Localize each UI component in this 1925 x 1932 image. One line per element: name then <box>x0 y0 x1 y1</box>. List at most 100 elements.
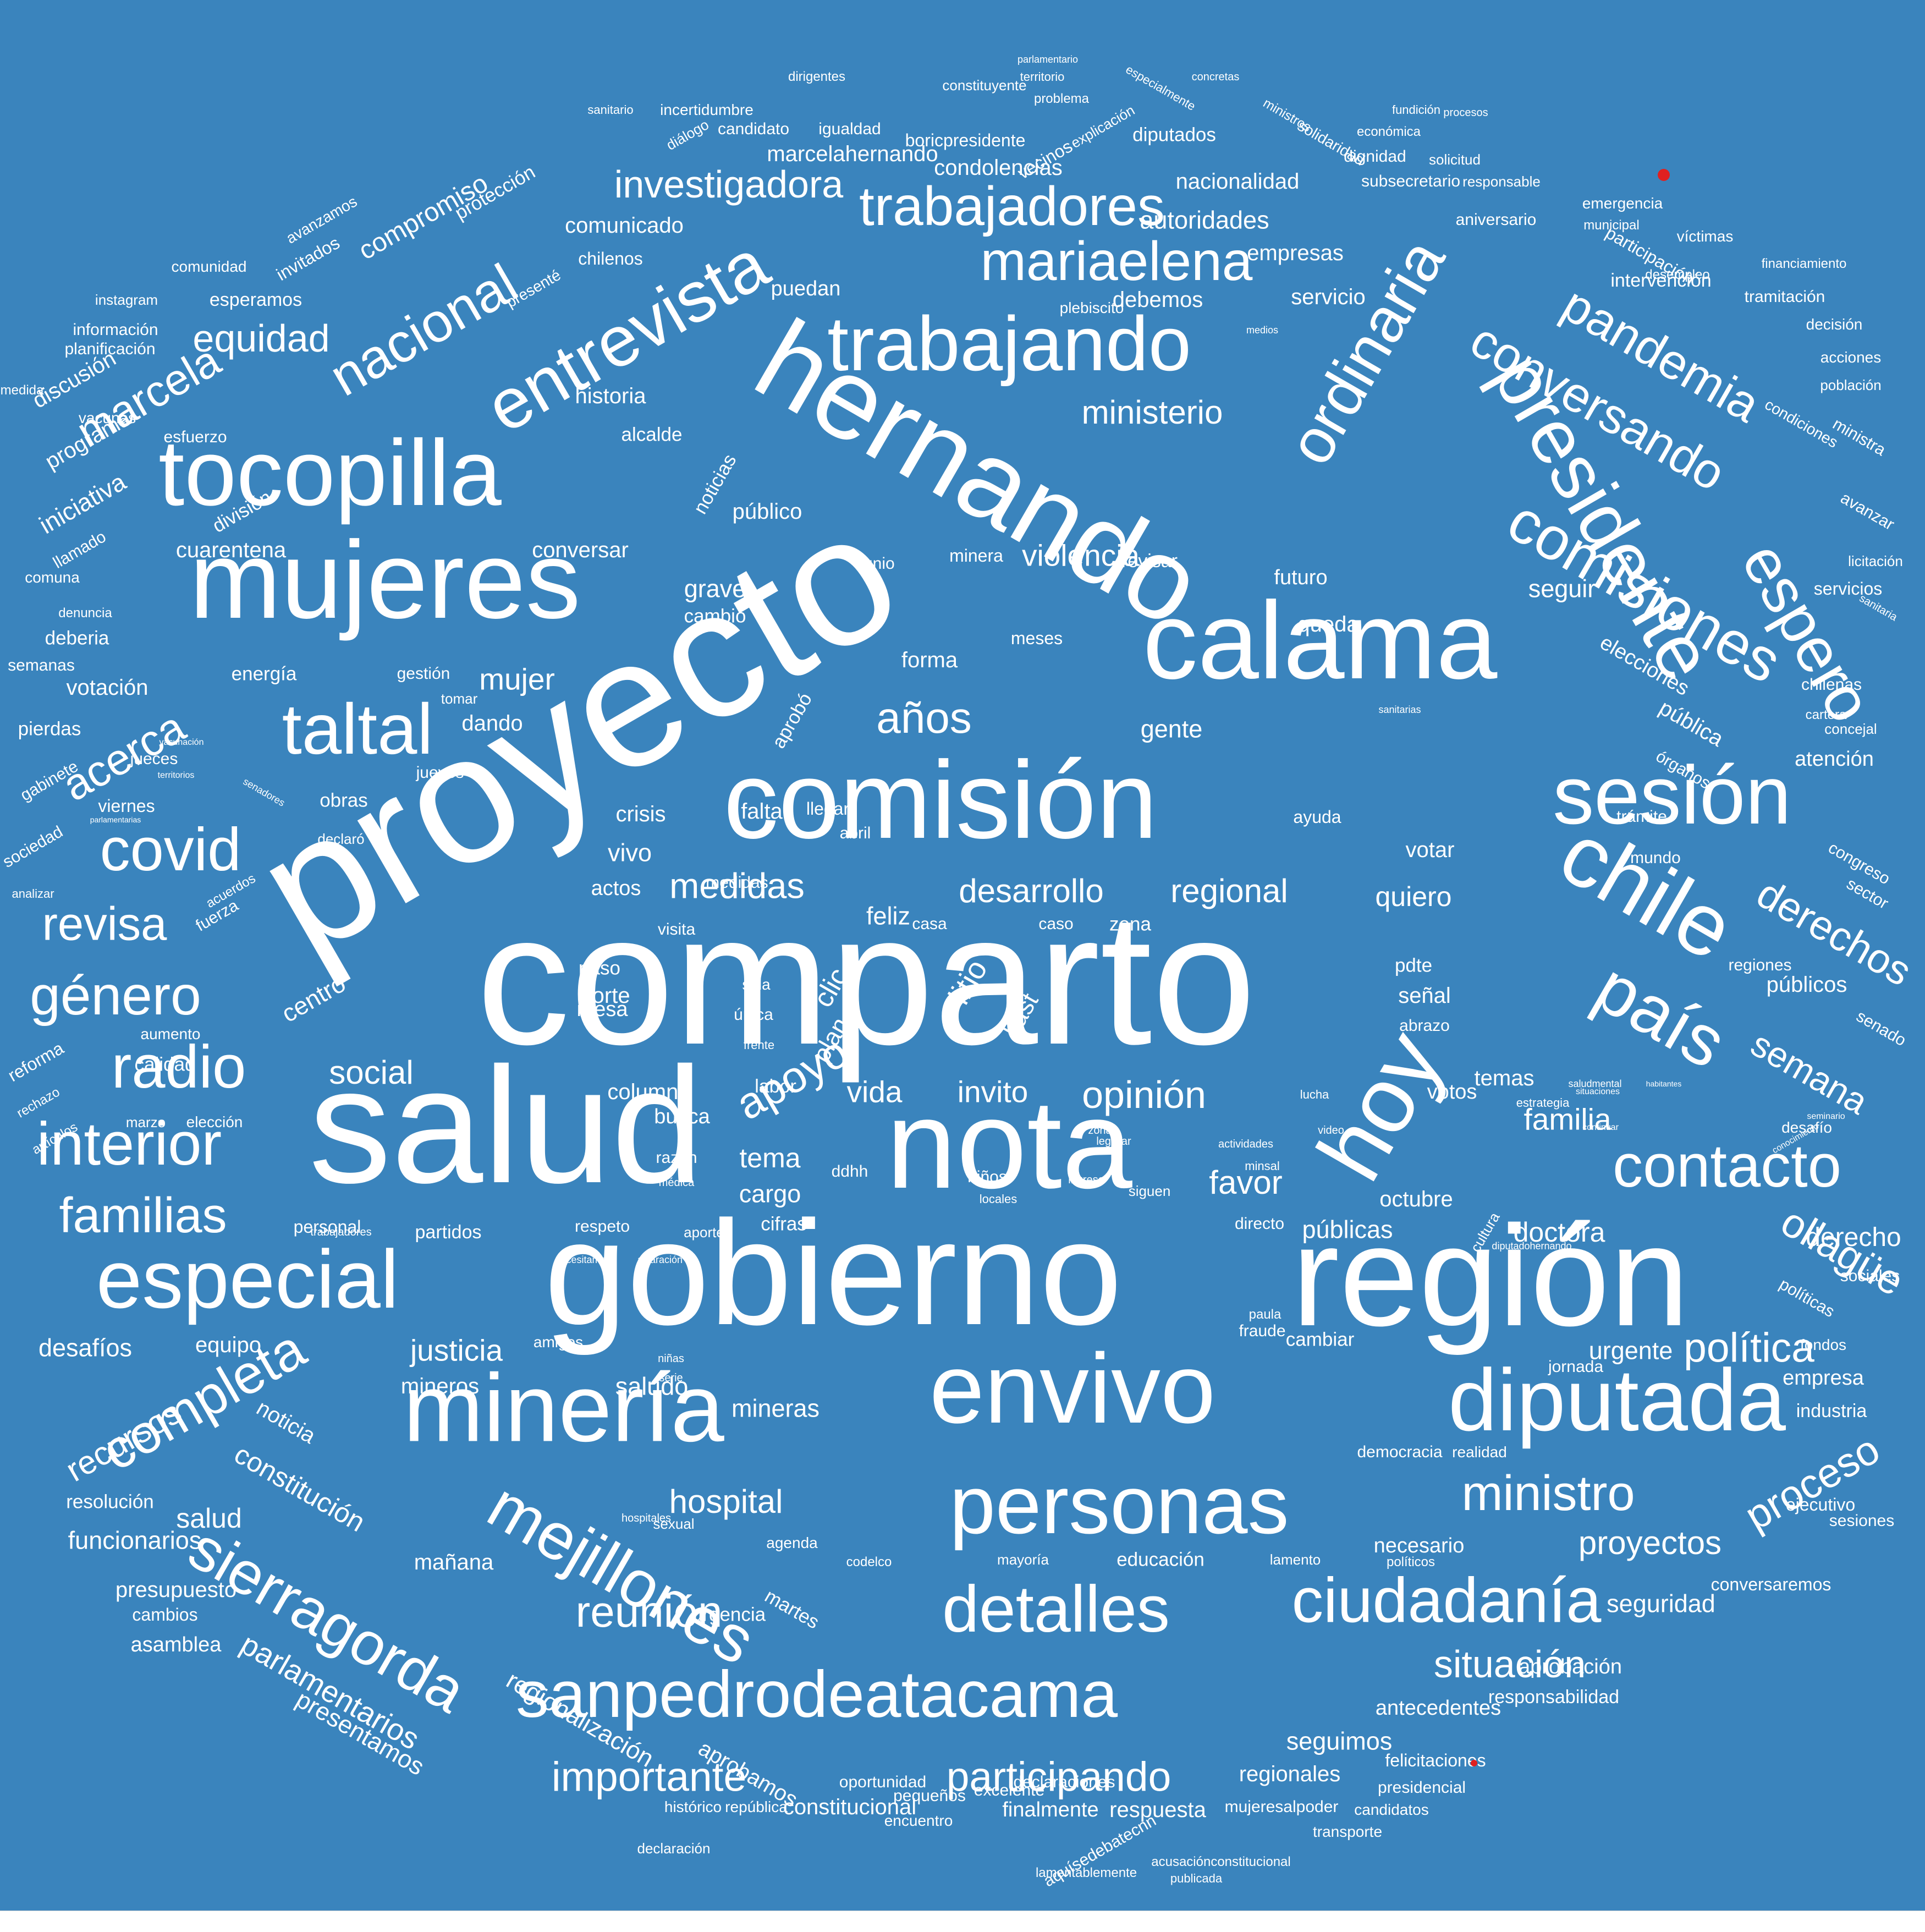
word: única <box>734 1006 773 1024</box>
word: gobierno <box>544 1190 1123 1356</box>
word: nacionalidad <box>1175 169 1300 194</box>
word: minera <box>949 546 1003 566</box>
word: comunicado <box>565 213 684 238</box>
word: país <box>1582 946 1740 1084</box>
word: comparto <box>476 875 1256 1084</box>
word: urgente <box>1588 1336 1673 1365</box>
word: semanas <box>8 656 75 674</box>
word: estrategia <box>1516 1096 1570 1110</box>
word: sanitarias <box>1378 704 1421 715</box>
word: desafíos <box>38 1333 133 1362</box>
word: mujer <box>479 662 555 696</box>
word: queda <box>1297 612 1359 636</box>
word: actividades <box>1218 1138 1274 1150</box>
word: social <box>329 1054 414 1091</box>
word: conversaremos <box>1711 1574 1832 1594</box>
word: ejecutivo <box>1785 1495 1856 1514</box>
word: acciones <box>1820 349 1882 366</box>
word: género <box>30 965 201 1027</box>
word: vacunas <box>78 409 136 426</box>
word: histórico <box>664 1798 722 1815</box>
word: hospitales <box>621 1512 672 1524</box>
word: salud <box>309 1033 703 1217</box>
word: mundo <box>1630 849 1681 867</box>
word: pdte <box>1394 954 1433 976</box>
word: detalles <box>942 1572 1170 1646</box>
word: viernes <box>98 796 155 816</box>
word: trabajando <box>827 300 1191 387</box>
word: concejal <box>1824 721 1877 737</box>
word: reunión <box>575 1587 723 1636</box>
word: finalmente <box>1002 1798 1099 1821</box>
word: zonas <box>1088 1124 1118 1137</box>
word: contacto <box>1613 1132 1841 1200</box>
word: deberia <box>45 627 109 649</box>
word: debemos <box>1112 288 1203 312</box>
word: caso <box>1038 915 1074 933</box>
word: resolución <box>66 1491 154 1513</box>
word: empresas <box>1247 241 1344 265</box>
word: niños <box>967 1168 1007 1186</box>
word: candidatos <box>1354 1801 1429 1818</box>
word: comuna <box>25 569 80 586</box>
word: acusaciónconstitucional <box>1151 1854 1291 1869</box>
word: actos <box>591 877 641 900</box>
word: labor <box>755 1076 796 1097</box>
word: hoy <box>1297 1014 1464 1198</box>
word: plebiscito <box>1059 299 1124 316</box>
word: minería <box>403 1354 724 1462</box>
word: equipo <box>195 1333 262 1357</box>
word: calidad <box>134 1053 196 1075</box>
word: desempleo <box>1645 267 1710 282</box>
word: población <box>1820 377 1882 393</box>
word: paula <box>1248 1307 1282 1322</box>
word: regional <box>1170 872 1288 909</box>
word: seguimos <box>1286 1727 1393 1755</box>
word: diálogo <box>663 116 712 153</box>
word: trámite <box>1616 808 1667 826</box>
word: responsable <box>1462 173 1541 190</box>
word: jueves <box>416 764 464 782</box>
word: justicia <box>410 1333 503 1368</box>
word: medida <box>0 383 44 398</box>
word: respeto <box>574 1217 630 1236</box>
bottom-strip <box>0 1911 1925 1932</box>
word: financiamiento <box>1761 256 1847 271</box>
word: puedan <box>771 277 841 300</box>
word: vida <box>846 1074 903 1109</box>
word: presidencial <box>1377 1779 1466 1797</box>
word: familias <box>59 1188 227 1243</box>
word: constitución <box>229 1438 371 1538</box>
word: candidato <box>717 120 790 138</box>
word: fundición <box>1392 103 1441 117</box>
word: servicios <box>1813 579 1883 599</box>
word: tocopilla <box>158 421 502 525</box>
word: incertidumbre <box>660 101 754 118</box>
word: mineras <box>731 1394 820 1423</box>
word: dirigentes <box>788 69 846 84</box>
word: hospital <box>669 1483 783 1520</box>
word: aprobación <box>1518 1655 1623 1678</box>
word: política <box>1684 1324 1814 1371</box>
word: video <box>1318 1124 1344 1137</box>
word: jueces <box>130 750 178 768</box>
word: octubre <box>1379 1187 1453 1211</box>
word: quiero <box>1375 881 1452 912</box>
word: feliz <box>866 902 911 930</box>
word: esfuerzo <box>163 428 227 446</box>
word: diputadohernando <box>1492 1241 1572 1252</box>
word: paso <box>579 957 620 979</box>
word: pública <box>1655 695 1728 751</box>
word: revisar <box>1121 551 1178 572</box>
word: situaciones <box>1575 1087 1620 1096</box>
word: pequeños <box>893 1787 966 1805</box>
word: equidad <box>193 317 330 360</box>
word: serie <box>659 1372 683 1384</box>
word: república <box>725 1798 788 1815</box>
word: iniciativa <box>34 467 131 540</box>
word: atención <box>1795 748 1874 771</box>
word: proyectos <box>1578 1524 1722 1561</box>
word: declaraciones <box>1013 1773 1115 1791</box>
word: saludmental <box>1568 1078 1622 1089</box>
